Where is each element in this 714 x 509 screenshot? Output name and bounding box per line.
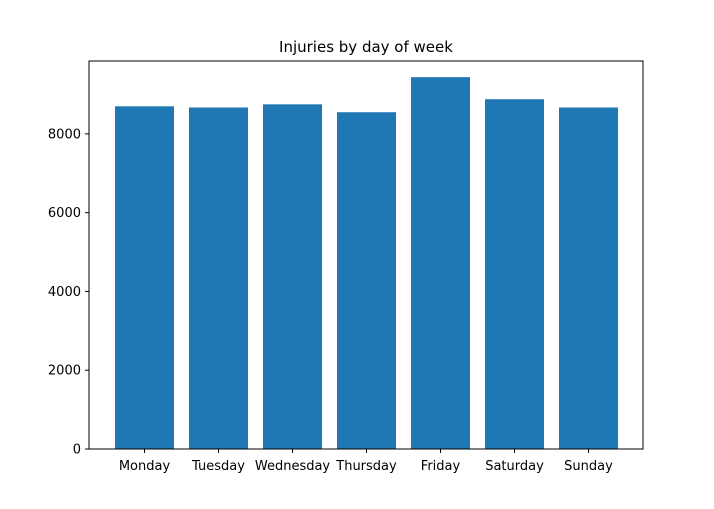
x-tick-label: Thursday xyxy=(335,459,397,474)
bar-sunday xyxy=(559,107,618,449)
x-tick-label: Saturday xyxy=(485,459,544,474)
y-tick-label: 6000 xyxy=(48,206,81,221)
bar-friday xyxy=(411,77,470,450)
bar-monday xyxy=(115,106,174,450)
x-tick-label: Monday xyxy=(119,459,171,474)
bar-thursday xyxy=(337,112,396,450)
x-tick-label: Wednesday xyxy=(255,459,331,474)
y-axis: 0 2000 4000 6000 8000 xyxy=(48,127,89,458)
plot-area-frame xyxy=(88,60,644,450)
x-tick-label: Sunday xyxy=(564,459,613,474)
x-tick-label: Tuesday xyxy=(191,459,245,474)
bars-layer xyxy=(115,77,618,450)
chart-title: Injuries by day of week xyxy=(279,38,453,56)
bar-tuesday xyxy=(189,107,248,449)
bar-saturday xyxy=(485,99,544,450)
bar-wednesday xyxy=(263,104,322,449)
y-tick-label: 4000 xyxy=(48,285,81,300)
y-tick-label: 2000 xyxy=(48,364,81,379)
x-tick-label: Friday xyxy=(421,459,461,474)
y-tick-label: 8000 xyxy=(48,127,81,142)
x-axis: Monday Tuesday Wednesday Thursday Friday Satu… xyxy=(119,449,613,474)
y-tick-label: 0 xyxy=(73,443,81,458)
